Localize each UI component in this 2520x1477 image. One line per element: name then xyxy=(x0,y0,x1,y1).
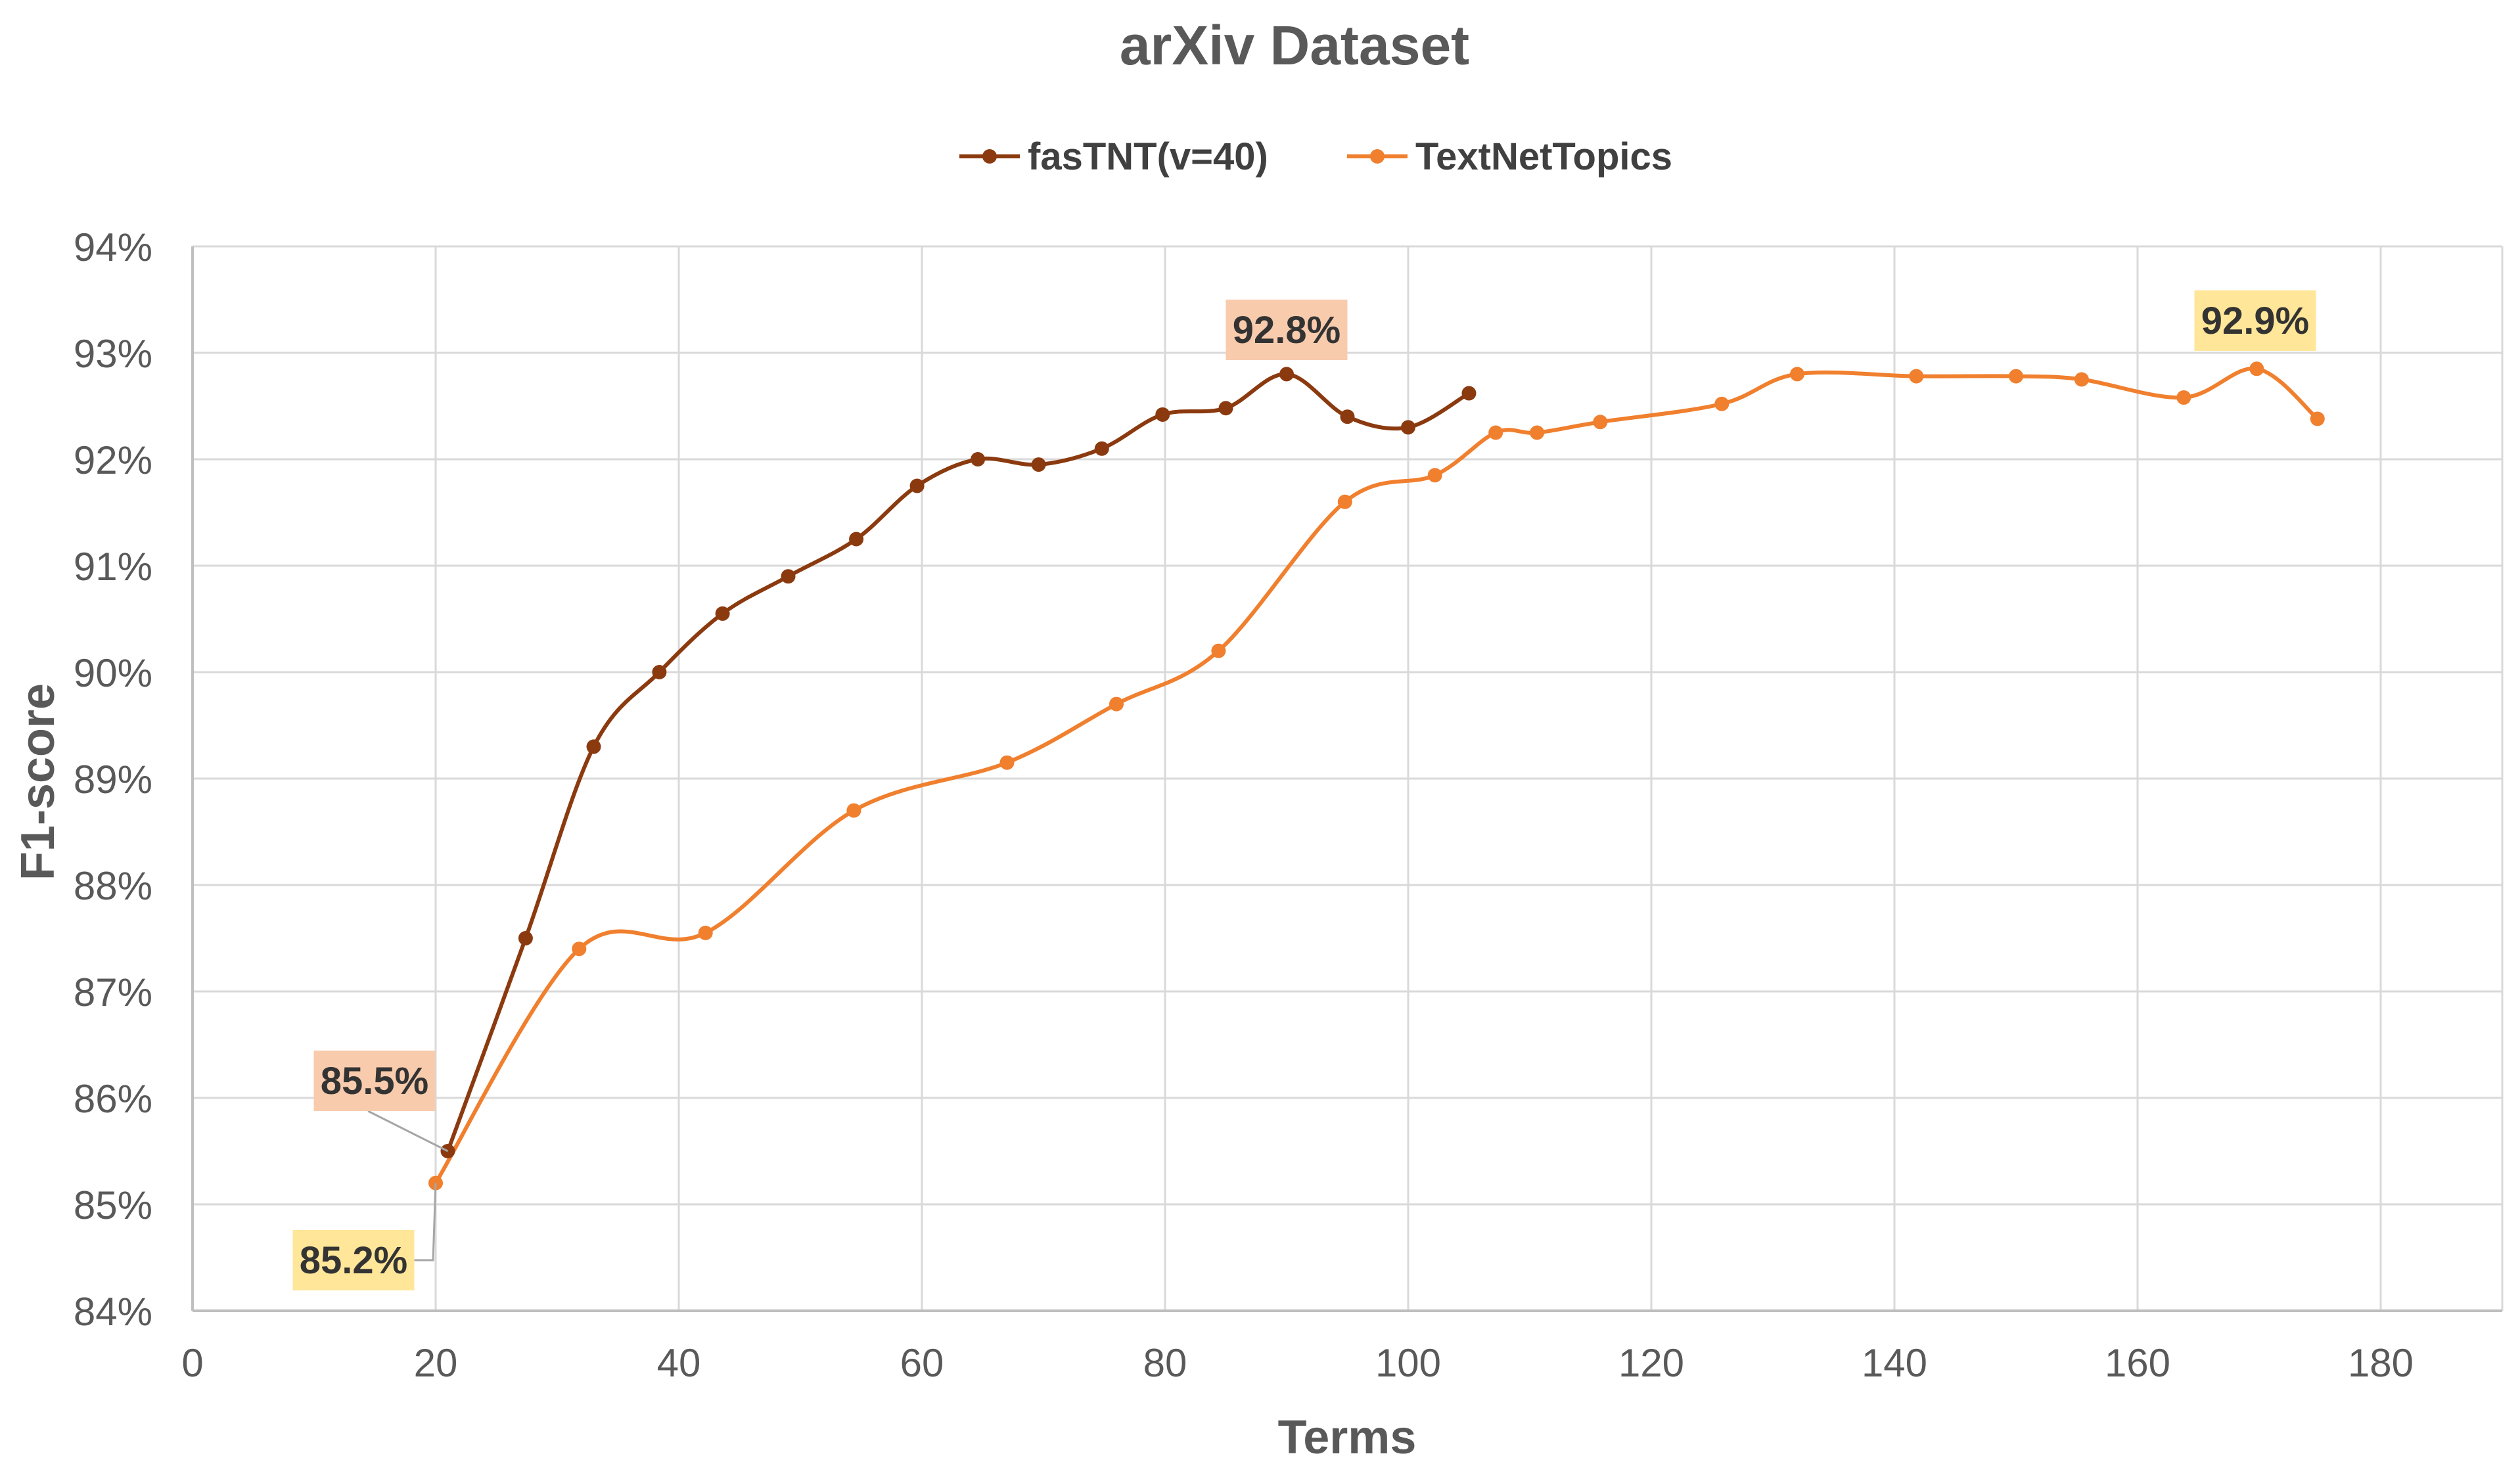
data-point xyxy=(1211,643,1226,658)
data-point xyxy=(1218,401,1233,416)
y-tick-label: 84% xyxy=(74,1290,152,1334)
data-point xyxy=(652,665,667,679)
data-point xyxy=(2074,372,2089,387)
data-point xyxy=(518,931,533,945)
leader-line xyxy=(414,1183,437,1261)
data-point xyxy=(781,569,796,584)
x-tick-label: 0 xyxy=(181,1341,203,1385)
y-tick-label: 91% xyxy=(74,545,152,589)
data-point xyxy=(1340,409,1355,424)
x-tick-label: 160 xyxy=(2105,1341,2170,1385)
series-group xyxy=(428,361,2325,1191)
data-point xyxy=(1337,494,1352,509)
data-point xyxy=(971,452,986,466)
data-point xyxy=(909,478,925,493)
legend-label: fasTNT(v=40) xyxy=(1028,135,1268,178)
data-label: 92.8% xyxy=(1226,300,1348,360)
x-tick-label: 40 xyxy=(657,1341,701,1385)
series-fastnt-v-40 xyxy=(440,367,1477,1158)
y-tick-label: 92% xyxy=(74,438,152,482)
y-tick-label: 85% xyxy=(74,1183,152,1227)
legend-item: fasTNT(v=40) xyxy=(959,135,1268,178)
y-tick-label: 86% xyxy=(74,1077,152,1121)
data-point xyxy=(2249,361,2264,376)
x-tick-label: 60 xyxy=(900,1341,944,1385)
data-label-text: 85.5% xyxy=(321,1060,428,1102)
data-point xyxy=(846,803,861,818)
legend-label: TextNetTopics xyxy=(1415,135,1672,178)
data-point xyxy=(698,925,713,940)
x-tick-label: 20 xyxy=(414,1341,458,1385)
x-tick-label: 120 xyxy=(1618,1341,1684,1385)
y-tick-label: 88% xyxy=(74,864,152,908)
legend-marker xyxy=(1370,149,1385,164)
x-tick-label: 140 xyxy=(1862,1341,1927,1385)
data-point xyxy=(1909,369,1924,384)
data-label-box xyxy=(313,1051,436,1111)
data-point xyxy=(1427,468,1442,483)
data-label: 85.5% xyxy=(313,1051,449,1152)
y-tick-label: 87% xyxy=(74,970,152,1014)
leader-line xyxy=(367,1110,449,1152)
y-tick-label: 90% xyxy=(74,651,152,695)
data-point xyxy=(1155,407,1170,422)
data-point xyxy=(1109,696,1124,712)
data-point xyxy=(586,739,601,754)
data-point xyxy=(1593,415,1608,430)
data-point xyxy=(999,755,1015,770)
data-point xyxy=(2310,411,2325,426)
legend: fasTNT(v=40) TextNetTopics xyxy=(959,135,1672,178)
grid xyxy=(191,245,2504,1312)
legend-item: TextNetTopics xyxy=(1347,135,1672,178)
data-point xyxy=(1279,367,1294,382)
data-point xyxy=(1790,367,1804,382)
data-point xyxy=(572,942,587,957)
data-point xyxy=(849,532,864,547)
legend-marker xyxy=(982,149,997,164)
y-tick-label: 94% xyxy=(74,225,152,269)
data-label: 92.9% xyxy=(2194,290,2316,351)
data-label: 85.2% xyxy=(292,1183,437,1290)
x-tick-label: 100 xyxy=(1375,1341,1441,1385)
x-tick-label: 80 xyxy=(1143,1341,1187,1385)
data-point xyxy=(1031,457,1046,472)
data-label-box xyxy=(292,1230,415,1290)
y-axis-title: F1-score xyxy=(12,683,64,880)
y-tick-label: 89% xyxy=(74,758,152,802)
data-point xyxy=(1530,425,1545,440)
data-label-box xyxy=(1226,300,1348,360)
x-tick-label: 180 xyxy=(2348,1341,2414,1385)
data-label-text: 92.8% xyxy=(1233,309,1340,352)
data-point xyxy=(715,606,730,621)
data-label-text: 85.2% xyxy=(300,1239,407,1282)
data-point xyxy=(1094,441,1109,456)
annotations: 85.5% 92.8% 85.2% 92.9% xyxy=(292,290,2316,1290)
x-axis-title: Terms xyxy=(1278,1411,1417,1464)
series-line xyxy=(446,372,1471,1152)
data-point xyxy=(1461,386,1477,401)
series-line xyxy=(434,366,2319,1185)
series-textnettopics xyxy=(428,361,2325,1191)
data-point xyxy=(2009,369,2023,384)
y-tick-label: 93% xyxy=(74,332,152,376)
data-label-text: 92.9% xyxy=(2201,300,2309,342)
chart-title: arXiv Dataset xyxy=(1120,14,1469,76)
data-label-box xyxy=(2194,290,2316,351)
axes: 84% 85% 86% 87% 88% 89% 90% 91% 92% 93% 94% 0 20 40 60… xyxy=(74,225,2502,1385)
data-point xyxy=(1714,396,1730,411)
data-point xyxy=(1401,420,1415,435)
data-point xyxy=(1488,425,1503,440)
data-point xyxy=(2176,390,2191,405)
